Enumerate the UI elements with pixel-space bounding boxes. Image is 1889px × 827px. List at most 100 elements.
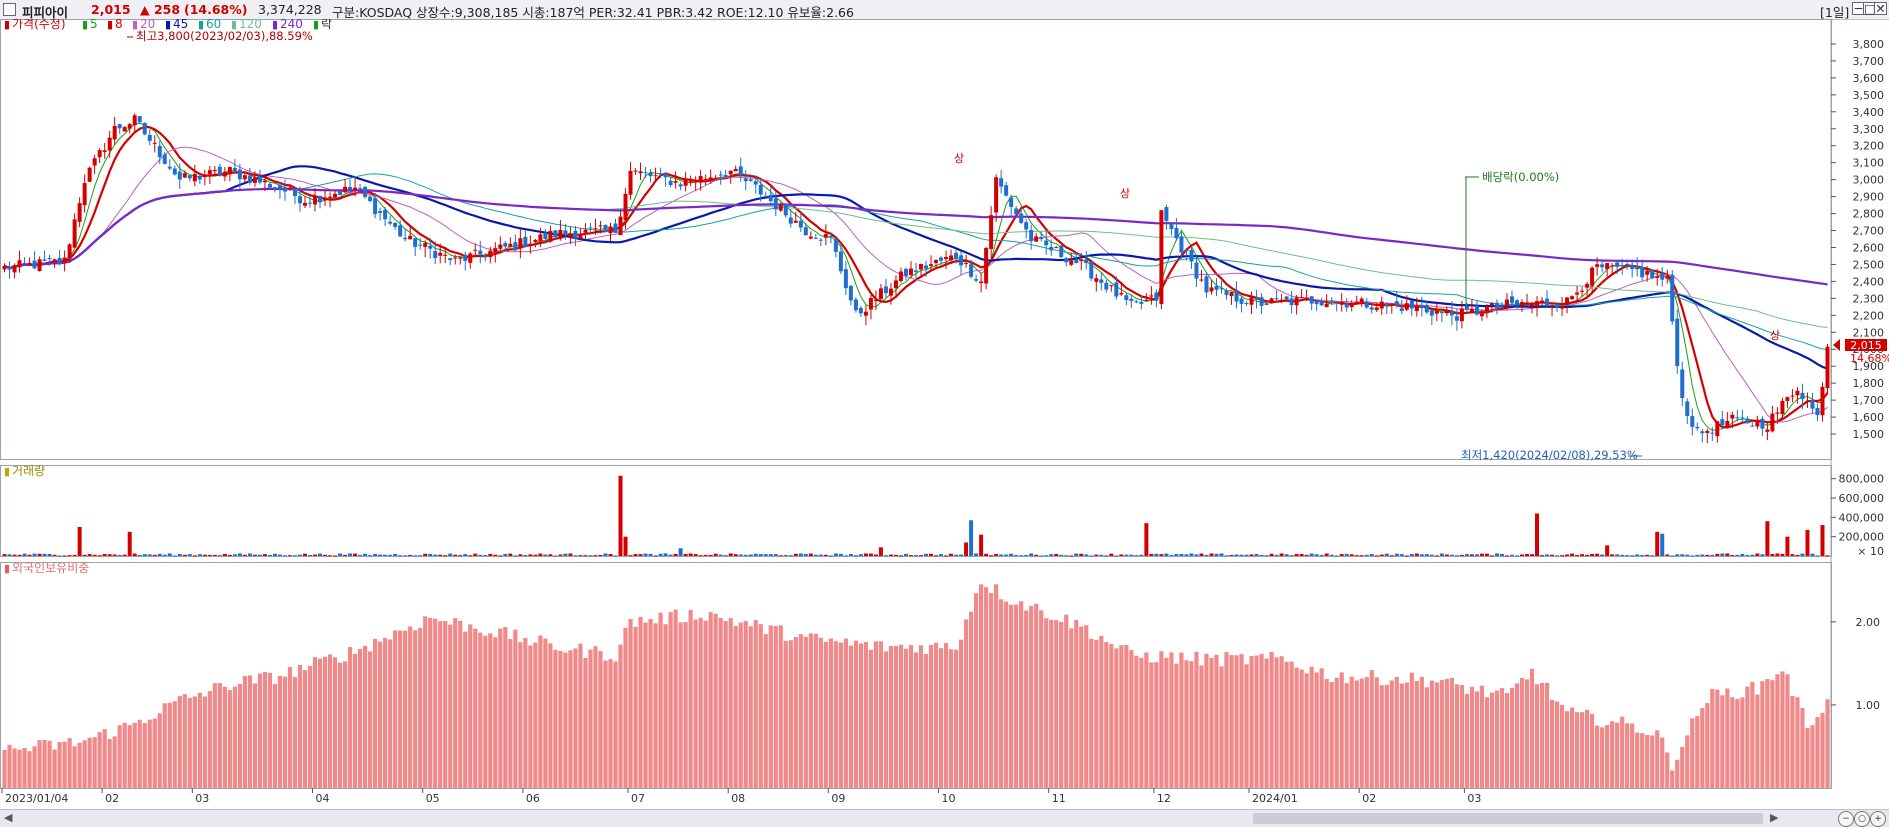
foreign-bar[interactable] xyxy=(1810,725,1815,788)
candle-body[interactable] xyxy=(1745,418,1750,424)
foreign-bar[interactable] xyxy=(1109,643,1114,788)
candle-body[interactable] xyxy=(348,186,353,190)
volume-bar[interactable] xyxy=(393,553,398,556)
foreign-bar[interactable] xyxy=(1760,681,1765,788)
volume-bar[interactable] xyxy=(1399,554,1404,556)
volume-bar[interactable] xyxy=(723,555,728,557)
volume-bar[interactable] xyxy=(1314,554,1319,556)
volume-bar[interactable] xyxy=(959,554,964,556)
volume-bar[interactable] xyxy=(177,553,182,556)
candle-body[interactable] xyxy=(1009,197,1014,207)
volume-bar[interactable] xyxy=(1755,553,1760,556)
foreign-bar[interactable] xyxy=(1785,674,1790,788)
volume-bar[interactable] xyxy=(1424,554,1429,556)
volume-bar[interactable] xyxy=(328,555,333,557)
foreign-bar[interactable] xyxy=(1524,679,1530,788)
candle-body[interactable] xyxy=(763,195,768,197)
scroll-left-icon[interactable]: ◀ xyxy=(4,811,13,824)
volume-bar[interactable] xyxy=(52,554,57,556)
volume-bar[interactable] xyxy=(137,554,142,556)
foreign-bar[interactable] xyxy=(1509,687,1515,788)
foreign-bar[interactable] xyxy=(1104,642,1109,788)
foreign-bar[interactable] xyxy=(1079,626,1084,788)
volume-bar[interactable] xyxy=(443,555,448,557)
volume-bar[interactable] xyxy=(994,553,999,556)
foreign-bar[interactable] xyxy=(1249,656,1254,788)
candle-body[interactable] xyxy=(1114,282,1119,297)
candle-body[interactable] xyxy=(1074,259,1079,264)
candle-body[interactable] xyxy=(1309,296,1314,304)
foreign-bar[interactable] xyxy=(798,634,803,788)
close-icon[interactable]: ✕ xyxy=(1874,1,1887,16)
foreign-bar[interactable] xyxy=(1620,716,1625,788)
candle-body[interactable] xyxy=(403,237,408,240)
foreign-bar[interactable] xyxy=(1750,681,1755,788)
candle-body[interactable] xyxy=(1730,414,1735,419)
volume-bar[interactable] xyxy=(12,554,17,556)
candle-body[interactable] xyxy=(1239,298,1244,304)
volume-bar[interactable] xyxy=(898,555,903,557)
foreign-bar[interactable] xyxy=(1244,664,1249,788)
foreign-bar[interactable] xyxy=(1124,644,1129,788)
volume-bar[interactable] xyxy=(1159,554,1164,556)
candle-body[interactable] xyxy=(568,233,573,238)
foreign-bar[interactable] xyxy=(613,661,618,788)
candle-body[interactable] xyxy=(1625,263,1630,265)
candle-body[interactable] xyxy=(1229,292,1234,297)
volume-bar[interactable] xyxy=(1494,553,1499,556)
foreign-bar[interactable] xyxy=(1600,727,1605,788)
candle-body[interactable] xyxy=(1389,304,1394,306)
foreign-bar[interactable] xyxy=(277,675,283,788)
volume-bar[interactable] xyxy=(633,554,638,556)
volume-bar[interactable] xyxy=(1725,553,1730,556)
candle-body[interactable] xyxy=(929,264,934,266)
foreign-bar[interactable] xyxy=(107,739,112,788)
foreign-bar[interactable] xyxy=(443,620,448,788)
foreign-bar[interactable] xyxy=(1024,610,1029,788)
candle-body[interactable] xyxy=(999,178,1004,187)
foreign-bar[interactable] xyxy=(1690,718,1695,788)
menu-checkbox-icon[interactable] xyxy=(3,3,16,16)
volume-bar[interactable] xyxy=(1775,553,1780,556)
foreign-bar[interactable] xyxy=(67,738,72,788)
candle-body[interactable] xyxy=(924,265,929,269)
volume-bar[interactable] xyxy=(939,554,944,556)
candle-body[interactable] xyxy=(1479,313,1484,317)
candle-body[interactable] xyxy=(1449,311,1454,316)
volume-bar[interactable] xyxy=(142,554,147,556)
candle-body[interactable] xyxy=(1695,426,1700,429)
candle-body[interactable] xyxy=(262,180,267,183)
foreign-bar[interactable] xyxy=(678,622,683,788)
volume-bar[interactable] xyxy=(92,554,97,556)
volume-bar[interactable] xyxy=(1284,554,1289,556)
volume-bar[interactable] xyxy=(1199,553,1204,556)
volume-bar[interactable] xyxy=(498,555,503,557)
candle-body[interactable] xyxy=(1665,276,1670,279)
volume-bar[interactable] xyxy=(1680,554,1685,556)
candle-body[interactable] xyxy=(388,221,393,224)
candle-body[interactable] xyxy=(853,299,858,311)
volume-bar[interactable] xyxy=(763,554,768,556)
candle-body[interactable] xyxy=(207,170,212,175)
volume-bar[interactable] xyxy=(588,555,593,557)
volume-bar[interactable] xyxy=(1555,555,1560,557)
candle-body[interactable] xyxy=(1650,269,1655,279)
foreign-bar[interactable] xyxy=(232,686,237,788)
foreign-bar[interactable] xyxy=(618,644,623,788)
candle-body[interactable] xyxy=(1585,283,1590,288)
foreign-bar[interactable] xyxy=(898,644,904,788)
candle-body[interactable] xyxy=(1575,292,1580,295)
foreign-bar[interactable] xyxy=(122,722,127,788)
volume-bar[interactable] xyxy=(1625,555,1630,557)
foreign-bar[interactable] xyxy=(307,665,313,788)
volume-bar[interactable] xyxy=(828,555,833,557)
volume-bar[interactable] xyxy=(643,553,648,556)
candle-body[interactable] xyxy=(608,226,613,234)
candle-body[interactable] xyxy=(87,167,92,182)
volume-bar[interactable] xyxy=(908,555,913,557)
volume-bar[interactable] xyxy=(783,554,788,556)
foreign-bar[interactable] xyxy=(1595,725,1600,788)
foreign-bar[interactable] xyxy=(1585,709,1590,788)
volume-bar[interactable] xyxy=(1675,554,1680,556)
volume-bar[interactable] xyxy=(17,554,22,556)
